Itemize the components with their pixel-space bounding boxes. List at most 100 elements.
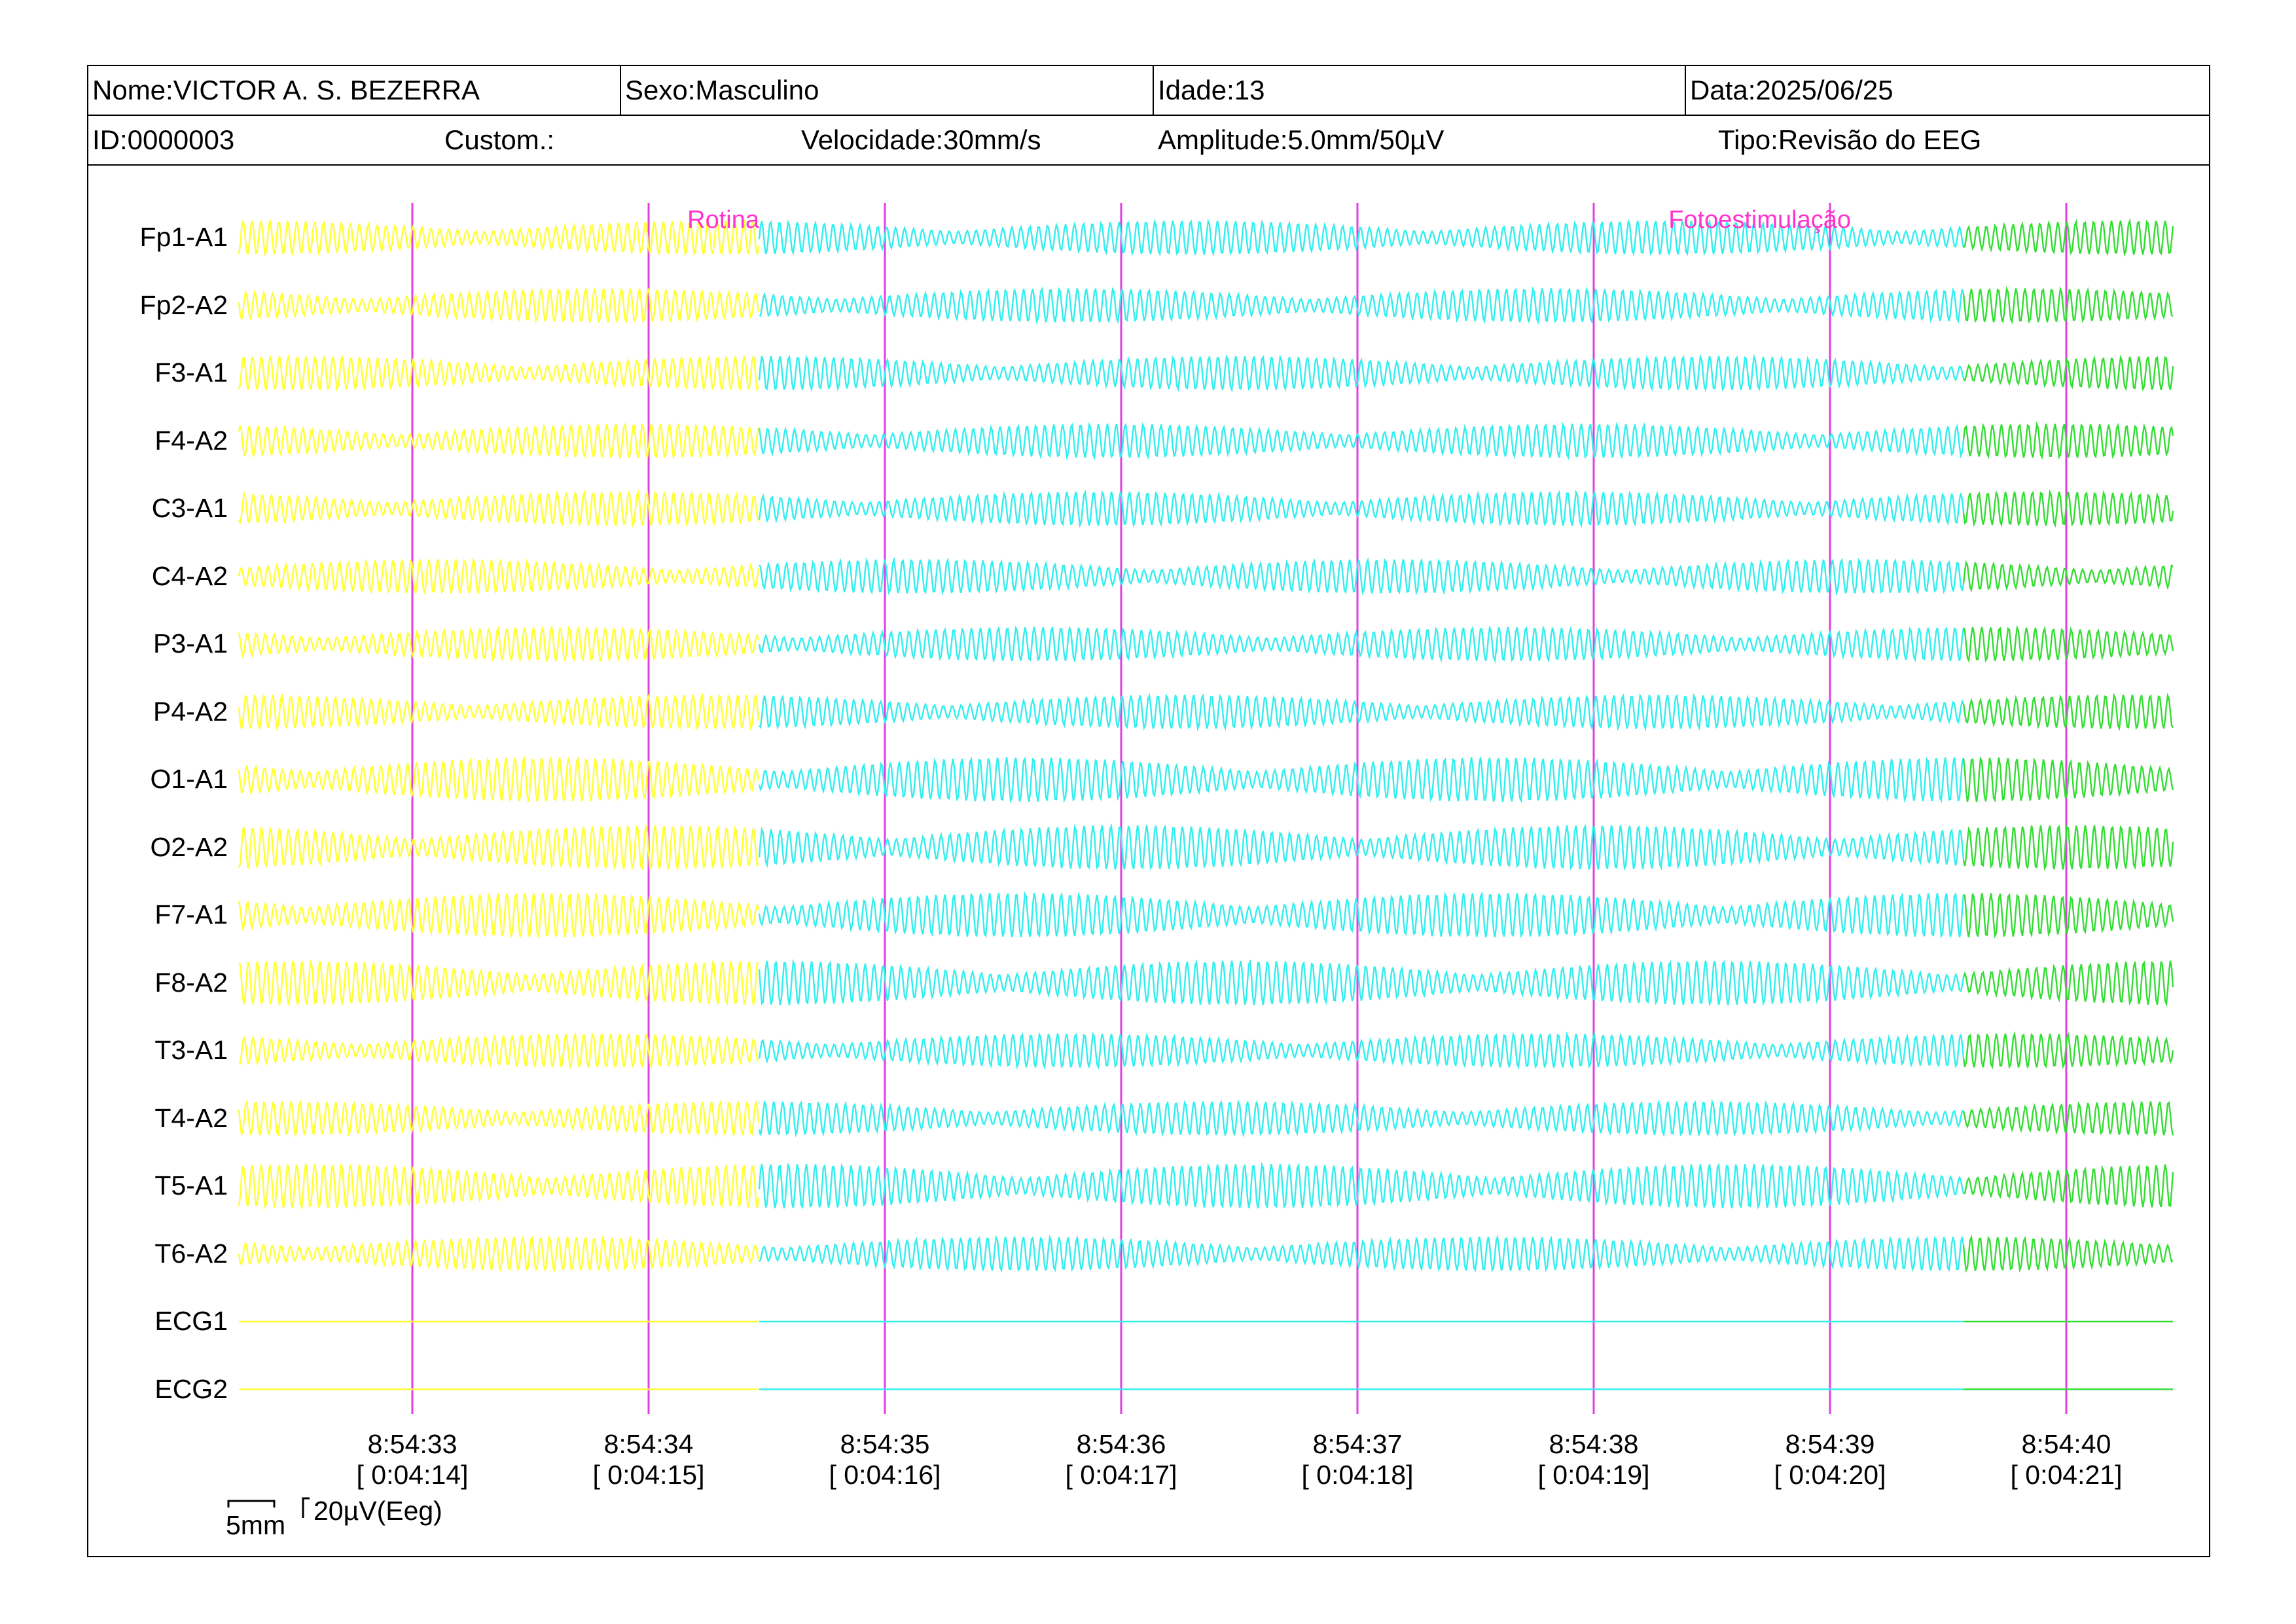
time-tick-elapsed: [ 0:04:16] [829, 1460, 941, 1490]
time-tick-elapsed: [ 0:04:20] [1774, 1460, 1886, 1490]
trace-f8-a2-segment-2 [758, 958, 1965, 1007]
time-tick: 8:54:34[ 0:04:15] [564, 1429, 734, 1490]
trace-t3-a1-segment-1 [238, 1032, 759, 1070]
scale-amplitude: 20µV(Eeg) [314, 1496, 442, 1526]
time-tick-clock: 8:54:39 [1785, 1429, 1875, 1459]
channel-label: O1-A1 [150, 764, 228, 794]
trace-t5-a1-segment-1 [238, 1163, 760, 1210]
event-label: Rotina [687, 206, 760, 234]
trace-t3-a1-segment-3 [1962, 1030, 2174, 1070]
patient-name: Nome:VICTOR A. S. BEZERRA [88, 66, 621, 115]
channel-label: T6-A2 [154, 1238, 228, 1269]
trace-c4-a2-segment-2 [759, 556, 1965, 596]
time-tick: 8:54:35[ 0:04:16] [800, 1429, 970, 1490]
channel-label: Fp1-A1 [139, 222, 228, 252]
trace-o2-a2-segment-2 [758, 823, 1965, 871]
time-tick: 8:54:38[ 0:04:19] [1509, 1429, 1679, 1490]
trace-fp1-a1-segment-1 [238, 219, 760, 257]
trace-t4-a2-segment-1 [238, 1099, 760, 1138]
trace-t4-a2-segment-3 [1962, 1099, 2174, 1137]
trace-o2-a2-segment-3 [1962, 824, 2174, 871]
channel-label: T3-A1 [154, 1035, 228, 1065]
trace-o1-a1-segment-2 [758, 756, 1965, 804]
scale-legend: 5mm 20µV(Eeg) [226, 1494, 501, 1540]
trace-t5-a1-segment-3 [1963, 1164, 2174, 1208]
patient-age: Idade:13 [1154, 66, 1686, 115]
trace-c3-a1-segment-3 [1962, 489, 2174, 528]
time-tick: 8:54:39[ 0:04:20] [1745, 1429, 1915, 1490]
scale-time: 5mm [226, 1510, 286, 1540]
channel-label: O2-A2 [150, 831, 228, 862]
channel-label: ECG2 [154, 1373, 228, 1404]
time-tick-elapsed: [ 0:04:19] [1537, 1460, 1650, 1490]
time-tick: 8:54:36[ 0:04:17] [1036, 1429, 1206, 1490]
trace-c3-a1-segment-1 [238, 489, 760, 528]
time-tick-clock: 8:54:33 [367, 1429, 457, 1459]
trace-f7-a1-segment-3 [1963, 893, 2174, 939]
trace-f3-a1-segment-2 [758, 353, 1965, 393]
time-tick: 8:54:37[ 0:04:18] [1272, 1429, 1443, 1490]
trace-f7-a1-segment-1 [238, 892, 760, 939]
trace-f3-a1-segment-3 [1963, 354, 2174, 391]
trace-f4-a2-segment-3 [1962, 421, 2174, 460]
speed-setting: Velocidade:30mm/s [801, 124, 1041, 155]
channel-label: F7-A1 [154, 899, 228, 929]
trace-p4-a2-segment-3 [1962, 693, 2174, 731]
channel-label: C3-A1 [151, 493, 228, 523]
time-tick-elapsed: [ 0:04:14] [356, 1460, 469, 1490]
time-tick-elapsed: [ 0:04:21] [2010, 1460, 2123, 1490]
trace-fp1-a1-segment-3 [1963, 218, 2174, 257]
time-tick-clock: 8:54:37 [1312, 1429, 1403, 1459]
trace-p3-a1-segment-3 [1962, 624, 2174, 663]
trace-c3-a1-segment-2 [758, 489, 1965, 528]
time-tick-clock: 8:54:34 [603, 1429, 694, 1459]
trace-p3-a1-segment-2 [758, 624, 1965, 664]
trace-t6-a2-segment-3 [1962, 1235, 2174, 1273]
custom-field: Custom.: [444, 124, 555, 155]
channel-label: P3-A1 [153, 628, 228, 659]
trace-p4-a2-segment-2 [759, 693, 1965, 732]
review-type: Tipo:Revisão do EEG [1718, 124, 1982, 155]
trace-t3-a1-segment-2 [758, 1031, 1965, 1070]
channel-label: T5-A1 [154, 1170, 228, 1200]
amplitude-setting: Amplitude:5.0mm/50µV [1158, 124, 1444, 155]
time-tick-elapsed: [ 0:04:17] [1065, 1460, 1177, 1490]
trace-f3-a1-segment-1 [238, 353, 760, 393]
trace-f7-a1-segment-2 [758, 891, 1965, 939]
trace-t4-a2-segment-2 [758, 1098, 1964, 1138]
time-tick-elapsed: [ 0:04:15] [592, 1460, 705, 1490]
exam-date: Data:2025/06/25 [1690, 75, 1893, 105]
trace-fp2-a2-segment-2 [759, 286, 1965, 325]
trace-f8-a2-segment-3 [1962, 960, 2174, 1007]
trace-o1-a1-segment-3 [1962, 756, 2174, 803]
channel-label: F8-A2 [154, 967, 228, 998]
time-tick-clock: 8:54:36 [1076, 1429, 1166, 1459]
trace-f4-a2-segment-1 [238, 422, 760, 461]
header-row-1: Nome:VICTOR A. S. BEZERRA Sexo:Masculino… [88, 66, 2209, 116]
trace-fp2-a2-segment-1 [238, 286, 760, 325]
trace-p3-a1-segment-1 [238, 624, 760, 664]
time-tick-clock: 8:54:35 [840, 1429, 930, 1459]
scale-bracket-icon [227, 1500, 276, 1507]
eeg-report-sheet: Nome:VICTOR A. S. BEZERRA Sexo:Masculino… [87, 65, 2210, 1557]
patient-sex: Sexo:Masculino [621, 66, 1154, 115]
trace-c4-a2-segment-1 [238, 556, 760, 596]
time-tick: 8:54:40[ 0:04:21] [1981, 1429, 2151, 1490]
time-tick-elapsed: [ 0:04:18] [1301, 1460, 1414, 1490]
channel-label: F4-A2 [154, 425, 228, 456]
time-tick-clock: 8:54:38 [1549, 1429, 1639, 1459]
event-label: Fotoestimulação [1668, 206, 1851, 234]
trace-fp2-a2-segment-3 [1962, 285, 2174, 325]
channel-label: P4-A2 [153, 696, 228, 727]
time-tick: 8:54:33[ 0:04:14] [327, 1429, 497, 1490]
trace-f4-a2-segment-2 [758, 422, 1965, 461]
channel-label: F3-A1 [154, 357, 228, 388]
patient-id: ID:0000003 [92, 124, 235, 155]
trace-t6-a2-segment-1 [238, 1235, 760, 1274]
trace-c4-a2-segment-3 [1962, 560, 2174, 592]
trace-fp1-a1-segment-2 [758, 218, 1965, 257]
trace-f8-a2-segment-1 [238, 959, 759, 1007]
trace-t6-a2-segment-2 [759, 1234, 1965, 1273]
channel-label: ECG1 [154, 1306, 228, 1336]
trace-o1-a1-segment-1 [238, 755, 760, 803]
